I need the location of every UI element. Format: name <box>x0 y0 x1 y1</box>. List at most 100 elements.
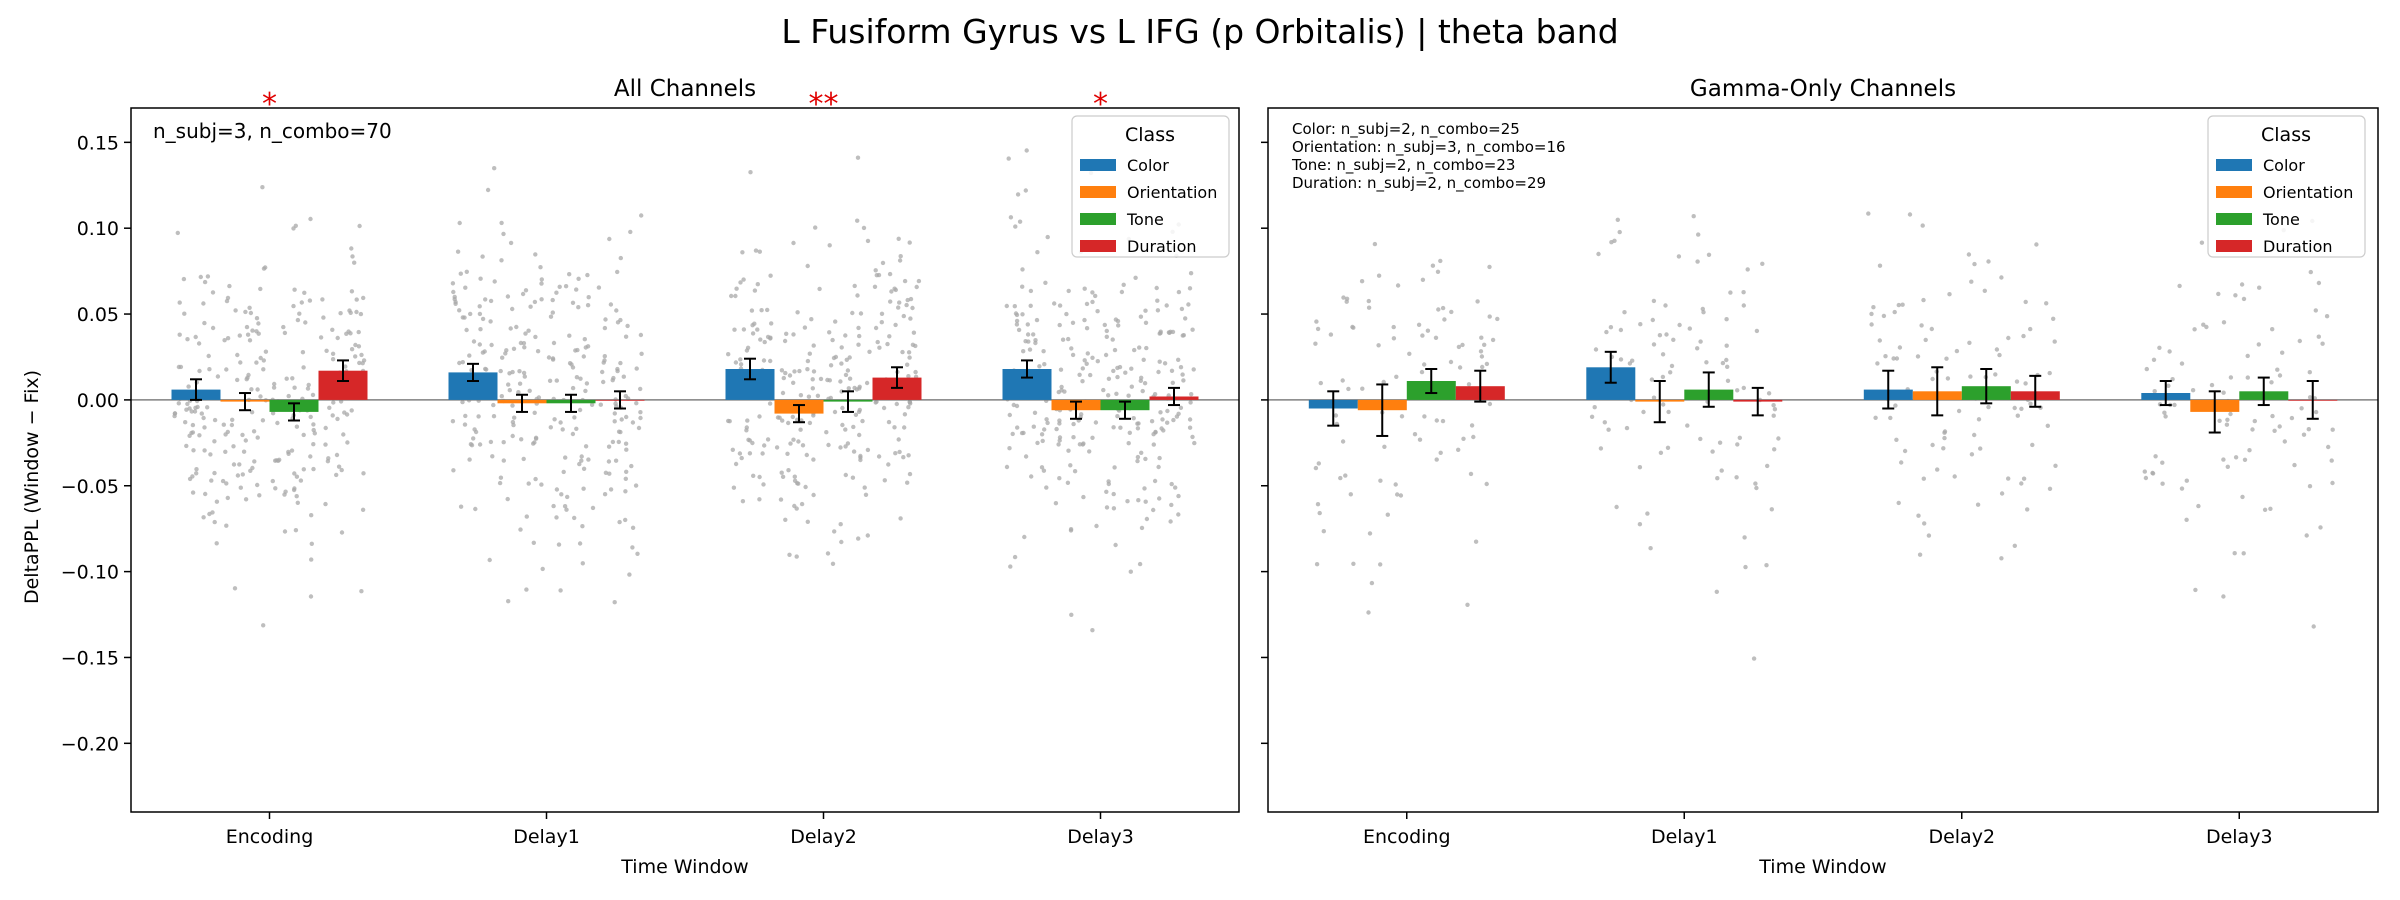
scatter-point <box>1920 223 1925 228</box>
error-bar <box>1119 400 1131 420</box>
scatter-point <box>1035 440 1040 446</box>
scatter-point <box>906 350 912 355</box>
legend-swatch-duration <box>1080 240 1116 252</box>
scatter-point <box>2330 480 2335 486</box>
scatter-point <box>781 375 786 381</box>
scatter-point <box>752 288 758 293</box>
scatter-point <box>245 332 251 337</box>
scatter-point <box>559 492 564 497</box>
scatter-point <box>527 388 532 393</box>
scatter-point <box>1696 232 1701 237</box>
scatter-point <box>187 433 192 438</box>
scatter-point <box>560 427 565 432</box>
scatter-point <box>865 533 870 538</box>
scatter-point <box>612 600 617 605</box>
scatter-point <box>2292 462 2297 468</box>
x-axis-label: Time Window <box>620 856 748 878</box>
y-tick-label: −0.15 <box>61 647 119 669</box>
scatter-point <box>913 369 918 375</box>
scatter-point <box>757 474 762 480</box>
scatter-point <box>853 412 859 417</box>
scatter-point <box>1866 211 1871 216</box>
scatter-point <box>2306 427 2311 432</box>
scatter-point <box>261 623 266 628</box>
scatter-point <box>804 452 809 458</box>
scatter-point <box>906 374 911 379</box>
scatter-point <box>798 427 803 432</box>
scatter-point <box>2268 506 2273 511</box>
scatter-point <box>874 273 879 278</box>
scatter-point <box>558 420 563 425</box>
scatter-point <box>321 315 326 320</box>
scatter-point <box>477 304 482 309</box>
scatter-point <box>205 405 210 410</box>
scatter-point <box>583 345 588 350</box>
scatter-point <box>2028 326 2033 332</box>
scatter-point <box>258 394 263 399</box>
y-tick-label: 0.10 <box>77 218 119 240</box>
scatter-point <box>210 325 216 331</box>
scatter-point <box>184 443 189 449</box>
scatter-point <box>1053 501 1059 506</box>
scatter-point <box>748 170 753 175</box>
scatter-point <box>1671 337 1676 342</box>
scatter-point <box>478 276 483 281</box>
scatter-point <box>1484 361 1490 367</box>
scatter-point <box>863 492 869 497</box>
scatter-point <box>786 468 791 473</box>
scatter-point <box>1615 217 1621 222</box>
scatter-point <box>531 540 536 545</box>
scatter-point <box>297 311 302 316</box>
scatter-point <box>625 323 630 329</box>
legend-swatch-color <box>1080 159 1116 171</box>
error-bar <box>1702 371 1715 408</box>
scatter-point <box>1612 238 1617 243</box>
scatter-point <box>1137 345 1142 350</box>
scatter-point <box>1641 409 1646 415</box>
scatter-point <box>579 454 584 459</box>
scatter-point <box>873 325 879 331</box>
scatter-point <box>361 295 366 301</box>
scatter-point <box>1135 426 1141 431</box>
scatter-point <box>908 316 913 321</box>
scatter-point <box>1044 485 1049 490</box>
scatter-point <box>1967 340 1972 345</box>
scatter-point <box>603 317 608 322</box>
scatter-point <box>472 427 477 432</box>
scatter-point <box>1119 289 1125 295</box>
scatter-point <box>2252 418 2257 424</box>
scatter-point <box>2270 413 2275 419</box>
scatter-point <box>638 386 643 392</box>
scatter-point <box>1772 407 1778 412</box>
scatter-point <box>907 355 912 360</box>
scatter-point <box>738 357 743 362</box>
error-bar <box>190 378 202 401</box>
scatter-point <box>582 337 587 342</box>
scatter-point <box>1153 430 1158 435</box>
scatter-point <box>576 305 581 310</box>
scatter-point <box>292 287 297 292</box>
scatter-point <box>286 393 291 399</box>
scatter-point <box>212 519 217 525</box>
scatter-point <box>1104 505 1110 510</box>
scatter-point <box>2299 406 2304 411</box>
scatter-point <box>1025 322 1031 327</box>
scatter-point <box>256 321 261 326</box>
scatter-point <box>1087 449 1092 454</box>
scatter-point <box>843 472 848 478</box>
y-axis-label: DeltaPPL (Window − Fix) <box>21 370 43 604</box>
error-bar <box>2208 390 2221 434</box>
scatter-point <box>1008 564 1013 569</box>
scatter-point <box>1188 271 1194 276</box>
scatter-point <box>222 338 227 343</box>
scatter-point <box>1174 414 1180 419</box>
scatter-point <box>741 327 747 332</box>
legend-label: Duration <box>1127 237 1197 256</box>
scatter-point <box>2307 395 2313 400</box>
scatter-point <box>1975 502 1981 507</box>
scatter-point <box>354 309 359 315</box>
scatter-point <box>201 415 206 421</box>
scatter-point <box>726 418 731 424</box>
scatter-point <box>550 297 555 303</box>
